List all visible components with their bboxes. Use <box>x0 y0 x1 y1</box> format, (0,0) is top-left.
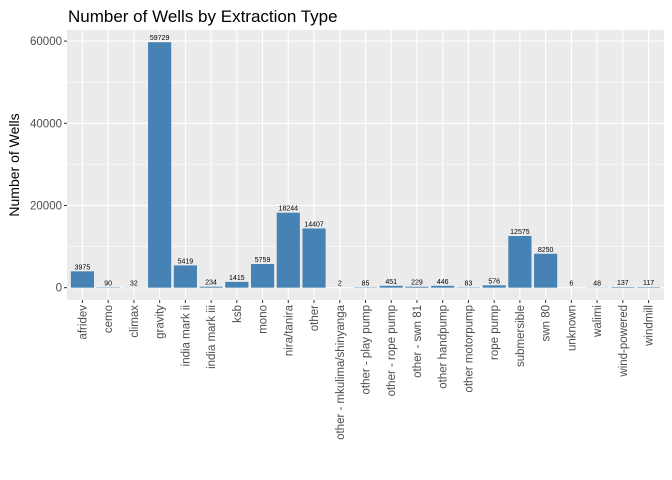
x-tick-label: afridev <box>77 305 89 340</box>
bars <box>70 42 661 288</box>
value-label: 3975 <box>75 264 91 271</box>
bar <box>70 271 95 288</box>
y-tick-label: 40000 <box>30 118 62 130</box>
value-label: 451 <box>385 279 397 286</box>
bar <box>173 265 197 288</box>
value-label: 18244 <box>279 206 299 213</box>
x-tick-label: nira/tanira <box>283 304 295 356</box>
value-label: 137 <box>617 280 629 287</box>
value-label: 576 <box>488 278 500 285</box>
value-label: 5759 <box>255 257 271 264</box>
bar <box>199 286 223 288</box>
x-tick-label: india mark ii <box>180 305 192 366</box>
x-tick-label: other - rope pump <box>386 305 398 396</box>
bar <box>250 264 275 288</box>
bar <box>431 285 455 288</box>
value-label: 5419 <box>178 258 194 265</box>
y-tick-label: 20000 <box>30 200 62 212</box>
value-label: 446 <box>437 279 449 286</box>
value-label: 59729 <box>150 35 170 42</box>
x-tick-label: other - mkulima/shinyanga <box>335 304 347 439</box>
bar <box>508 235 532 288</box>
bar <box>534 253 558 288</box>
value-labels: 3975 90 32 59729 5419 234 1415 5759 18244 14407 2 8… <box>75 35 655 287</box>
bar <box>379 285 403 288</box>
x-tick-label: ksb <box>232 305 244 323</box>
x-tick-label: india mark iii <box>206 305 218 369</box>
value-label: 48 <box>593 280 601 287</box>
bar <box>225 281 249 288</box>
x-tick-label: submersible <box>515 305 527 367</box>
x-tick-label: other - swn 81 <box>412 305 424 378</box>
value-label: 8250 <box>538 247 554 254</box>
bar <box>482 285 506 288</box>
x-axis: afridev cemo climax gravity india mark ii ind… <box>77 300 656 440</box>
x-tick-label: gravity <box>155 305 167 339</box>
x-tick-label: wind-powered <box>618 305 630 378</box>
value-label: 2 <box>338 281 342 288</box>
x-tick-label: mono <box>258 305 270 334</box>
y-tick-label: 60000 <box>30 36 62 48</box>
x-tick-label: other motorpump <box>463 305 475 393</box>
bar <box>276 212 300 288</box>
x-tick-label: other <box>309 305 321 331</box>
bar <box>611 287 635 288</box>
chart-title: Number of Wells by Extraction Type <box>68 7 338 26</box>
y-tick-label: 0 <box>56 283 62 295</box>
bar <box>302 228 326 288</box>
x-tick-label: climax <box>129 305 141 338</box>
x-tick-label: cemo <box>103 305 115 333</box>
x-tick-label: other handpump <box>438 305 450 389</box>
value-label: 83 <box>465 280 473 287</box>
value-label: 234 <box>205 280 217 287</box>
y-axis-title: Number of Wells <box>6 113 22 216</box>
value-label: 12575 <box>510 229 530 236</box>
x-tick-label: rope pump <box>489 305 501 360</box>
x-tick-label: windmill <box>644 305 656 347</box>
y-axis: 0 20000 40000 60000 <box>30 36 67 295</box>
value-label: 229 <box>411 280 423 287</box>
value-label: 85 <box>362 280 370 287</box>
value-label: 6 <box>569 281 573 288</box>
x-tick-label: swn 80 <box>541 305 553 341</box>
x-tick-label: unknown <box>566 305 578 351</box>
bar <box>405 286 429 288</box>
x-tick-label: other - play pump <box>361 305 373 395</box>
value-label: 32 <box>130 281 138 288</box>
x-tick-label: walimi <box>592 305 604 338</box>
value-label: 117 <box>643 280 654 287</box>
value-label: 14407 <box>304 221 324 228</box>
value-label: 90 <box>104 280 112 287</box>
value-label: 1415 <box>229 275 245 282</box>
bar <box>148 42 172 288</box>
